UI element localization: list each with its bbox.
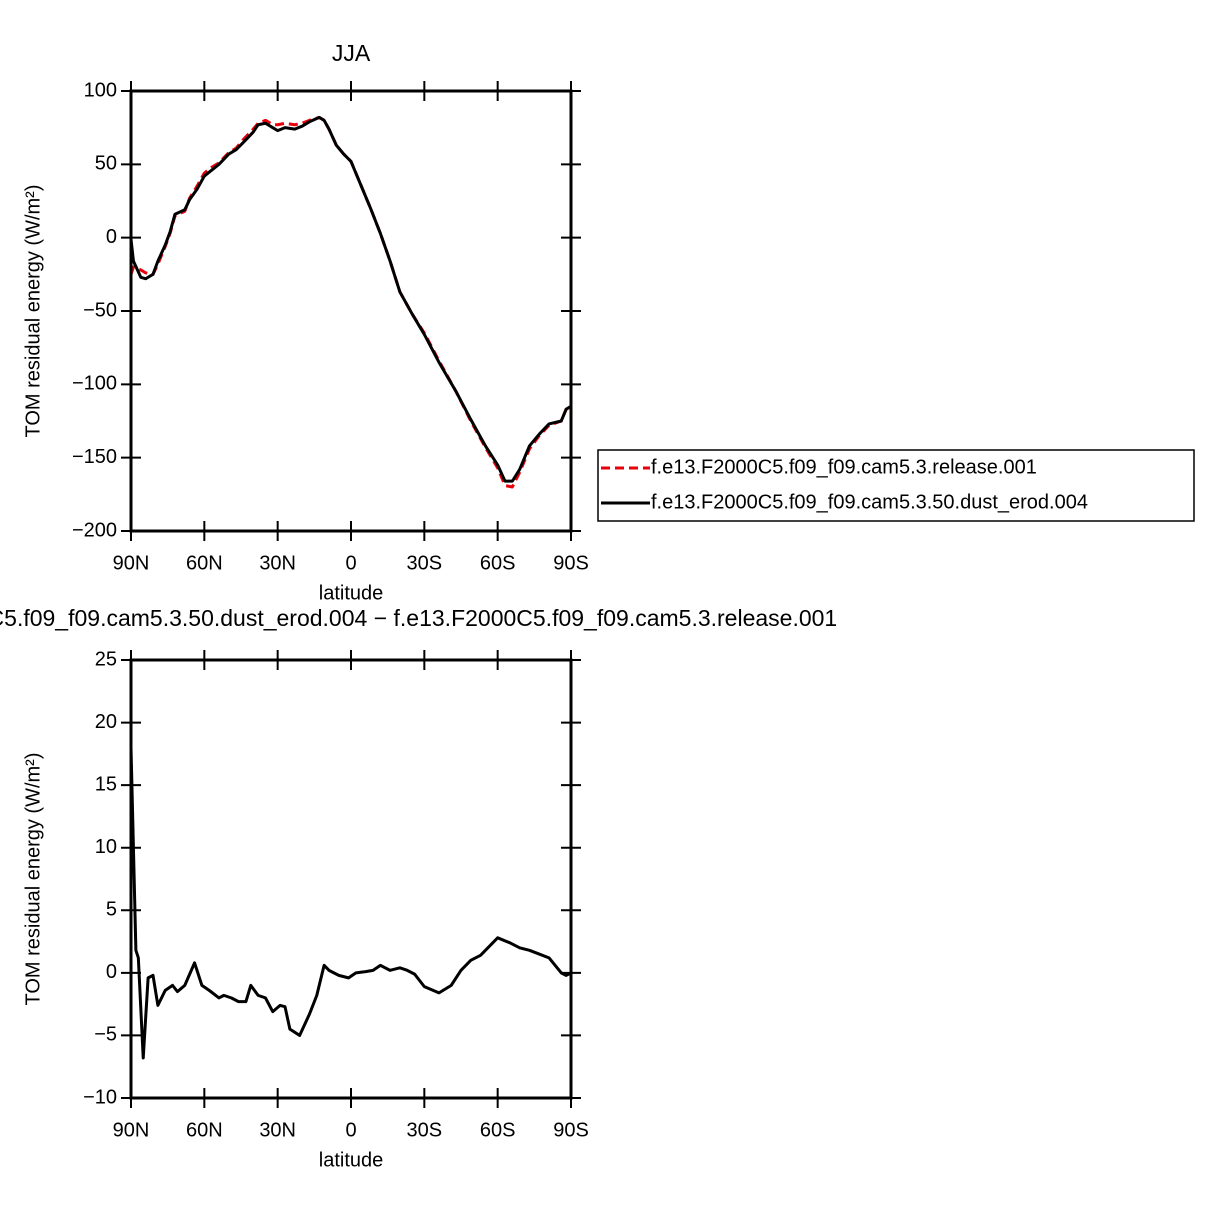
chart-title: f.e13.F2000C5.f09_f09.cam5.3.50.dust_ero…	[0, 605, 837, 631]
x-tick-label: 0	[345, 1119, 356, 1141]
plot-frame	[129, 89, 573, 533]
x-tick-label: 30S	[407, 1119, 443, 1141]
x-tick-label: 90N	[113, 552, 150, 574]
y-tick-label: −200	[72, 519, 117, 541]
x-tick-label: 60N	[186, 1119, 223, 1141]
y-tick-label: 100	[84, 79, 117, 101]
y-tick-label: 20	[95, 711, 117, 733]
y-tick-label: 50	[95, 153, 117, 175]
y-tick-label: 0	[106, 961, 117, 983]
plot-frame	[129, 658, 573, 1100]
x-axis-label: latitude	[319, 1149, 384, 1171]
x-tick-label: 90N	[113, 1119, 150, 1141]
x-tick-label: 30N	[259, 552, 296, 574]
y-tick-label: −150	[72, 446, 117, 468]
y-tick-label: 10	[95, 836, 117, 858]
data-line	[129, 115, 572, 483]
y-tick-label: 25	[95, 648, 117, 670]
x-axis-label: latitude	[319, 582, 384, 604]
y-tick-label: 0	[106, 226, 117, 248]
x-tick-label: 30N	[259, 1119, 296, 1141]
x-tick-label: 0	[345, 552, 356, 574]
x-tick-label: 60S	[480, 552, 516, 574]
y-tick-label: 5	[106, 899, 117, 921]
y-tick-label: 15	[95, 773, 117, 795]
data-line	[129, 747, 572, 1060]
x-tick-label: 60N	[186, 552, 223, 574]
chart-title: JJA	[332, 40, 371, 66]
y-tick-label: −5	[94, 1024, 117, 1046]
y-tick-label: −100	[72, 373, 117, 395]
y-axis-label: TOM residual energy (W/m²)	[22, 184, 44, 437]
y-tick-label: −10	[83, 1086, 117, 1108]
legend-box	[597, 449, 1195, 522]
x-tick-label: 90S	[553, 1119, 589, 1141]
legend-label: f.e13.F2000C5.f09_f09.cam5.3.50.dust_ero…	[651, 491, 1088, 513]
x-tick-label: 30S	[407, 552, 443, 574]
legend-label: f.e13.F2000C5.f09_f09.cam5.3.release.001	[651, 456, 1037, 478]
x-tick-label: 60S	[480, 1119, 516, 1141]
data-line	[129, 115, 572, 489]
x-tick-label: 90S	[553, 552, 589, 574]
y-tick-label: −50	[83, 299, 117, 321]
y-axis-label: TOM residual energy (W/m²)	[22, 752, 44, 1005]
